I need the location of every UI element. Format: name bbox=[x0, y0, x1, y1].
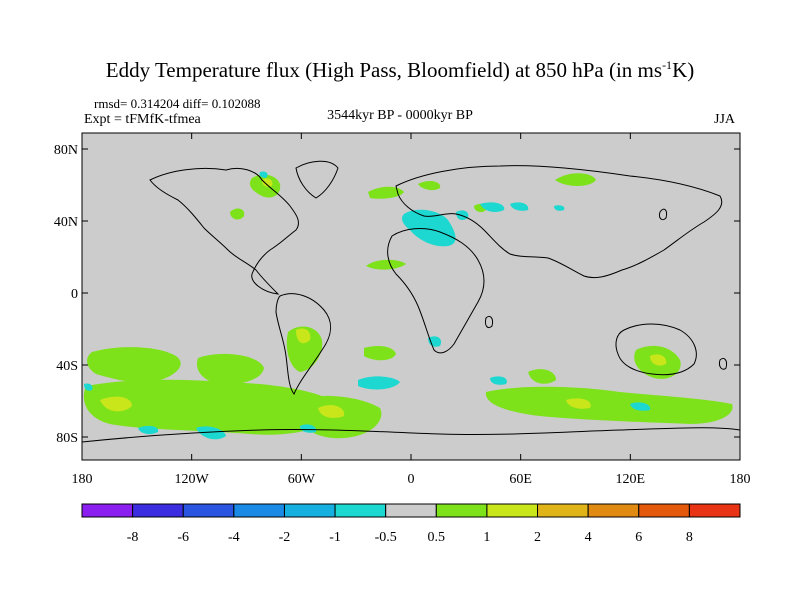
colorbar-label: 0.5 bbox=[428, 530, 446, 545]
colorbar-label: -8 bbox=[127, 530, 139, 545]
lon-tick-label: 120E bbox=[616, 472, 646, 487]
map-figure: 80N40N040S80S180 120W 60W 0 60E 120E 180 -8 -6-… bbox=[0, 0, 800, 600]
lon-tick-label: 0 bbox=[408, 472, 415, 487]
colorbar-swatch bbox=[689, 504, 740, 517]
lon-tick-label: 180 bbox=[72, 472, 93, 487]
colorbar-swatch bbox=[487, 504, 538, 517]
colorbar-swatch bbox=[82, 504, 133, 517]
lat-tick-label: 0 bbox=[71, 287, 78, 302]
colorbar-label: -2 bbox=[279, 530, 291, 545]
colorbar-label: 4 bbox=[585, 530, 592, 545]
lon-tick-label: 120W bbox=[175, 472, 210, 487]
colorbar-swatch bbox=[284, 504, 335, 517]
colorbar-label: 8 bbox=[686, 530, 693, 545]
colorbar-label: -1 bbox=[329, 530, 341, 545]
colorbar-swatch bbox=[436, 504, 487, 517]
colorbar-label: 2 bbox=[534, 530, 541, 545]
colorbar-swatch bbox=[386, 504, 437, 517]
lat-tick-label: 40S bbox=[56, 359, 78, 374]
colorbar-label: 1 bbox=[483, 530, 490, 545]
lat-tick-label: 80S bbox=[56, 431, 78, 446]
colorbar-label: 6 bbox=[635, 530, 642, 545]
colorbar-swatch bbox=[234, 504, 285, 517]
lon-tick-label: 60W bbox=[288, 472, 316, 487]
colorbar-swatch bbox=[183, 504, 234, 517]
lat-tick-label: 40N bbox=[54, 215, 78, 230]
colorbar-label: -4 bbox=[228, 530, 240, 545]
colorbar-label: -6 bbox=[177, 530, 189, 545]
colorbar-swatch bbox=[133, 504, 184, 517]
colorbar: -8 -6 -4 -2 -1 -0.5 0.5 1 2 4 6 8 bbox=[82, 504, 740, 545]
colorbar-swatch bbox=[335, 504, 386, 517]
lon-tick-label: 60E bbox=[509, 472, 532, 487]
colorbar-label: -0.5 bbox=[375, 530, 397, 545]
lat-tick-label: 80N bbox=[54, 143, 78, 158]
colorbar-swatch bbox=[538, 504, 589, 517]
colorbar-swatch bbox=[639, 504, 690, 517]
lon-tick-label: 180 bbox=[730, 472, 751, 487]
colorbar-swatch bbox=[588, 504, 639, 517]
